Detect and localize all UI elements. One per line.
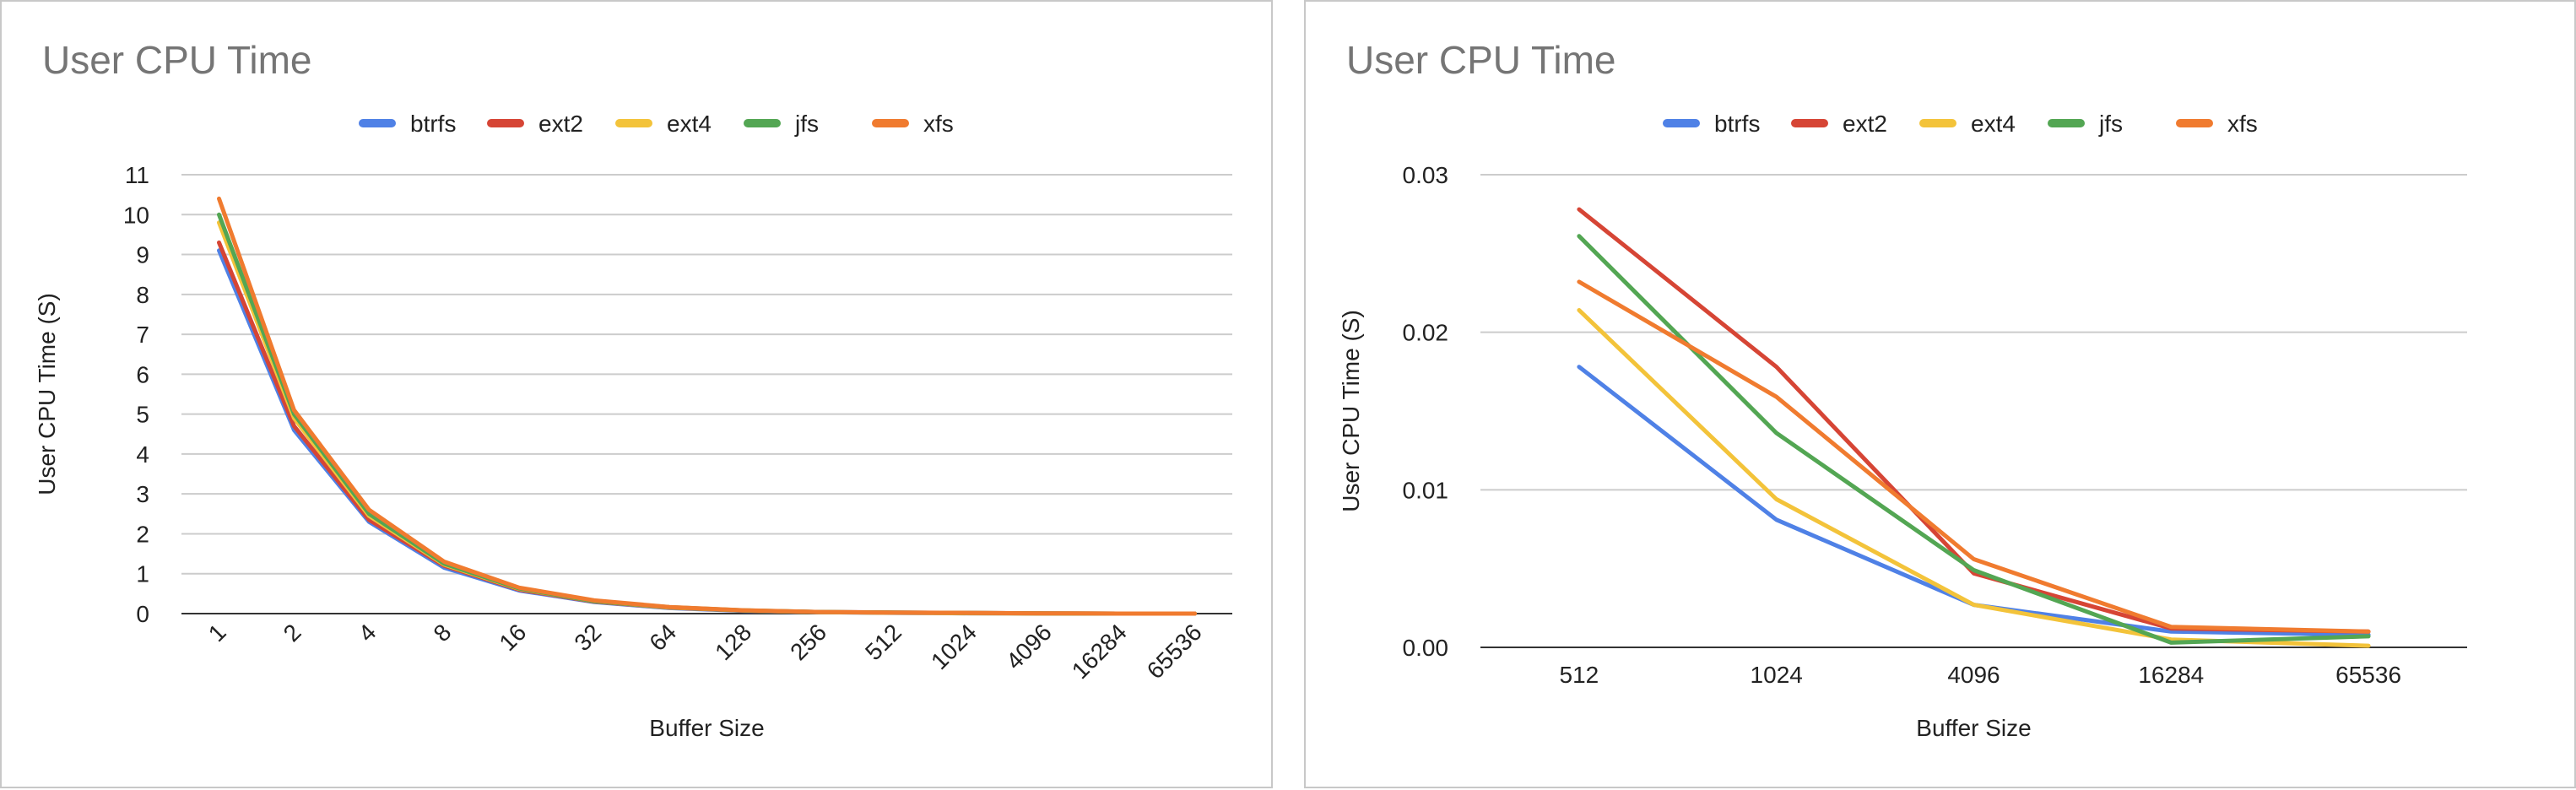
series-line-ext2: [217, 240, 1197, 616]
x-tick-label: 65536: [1142, 619, 1207, 684]
line-chart-svg: User CPU Time btrfs ext2 ext4 jfs xfs 0 1 2 3 4 5 6 7…: [34, 38, 1232, 741]
legend-label-btrfs: btrfs: [1714, 111, 1760, 137]
legend-label-btrfs: btrfs: [410, 111, 456, 137]
legend-label-ext4: ext4: [1971, 111, 2016, 137]
legend-label-ext4: ext4: [667, 111, 712, 137]
legend-label-ext2: ext2: [1843, 111, 1887, 137]
y-tick-label: 10: [123, 202, 149, 228]
x-tick-label: 16284: [1067, 619, 1132, 684]
series-line-ext4: [1577, 308, 2371, 648]
y-tick-label: 0: [136, 601, 149, 627]
x-tick-label: 4096: [1947, 662, 2000, 688]
series-lines: [217, 196, 1197, 616]
series-line-xfs: [217, 196, 1197, 616]
x-axis-title: Buffer Size: [649, 715, 764, 741]
line-chart-svg: User CPU Time btrfs ext2 ext4 jfs xfs 0.00 0.01…: [1338, 38, 2467, 741]
chart-panel-large-buffer-sizes: User CPU Time btrfs ext2 ext4 jfs xfs 0.00 0.01…: [1304, 0, 2576, 788]
x-tick-label: 8: [429, 619, 457, 647]
legend-label-jfs: jfs: [794, 111, 819, 137]
x-tick-label: 16284: [2138, 662, 2204, 688]
legend-label-xfs: xfs: [2227, 111, 2258, 137]
chart-title: User CPU Time: [42, 38, 311, 82]
y-tick-label: 6: [136, 361, 149, 387]
x-tick-label: 2: [279, 619, 306, 647]
legend-label-xfs: xfs: [923, 111, 954, 137]
y-tick-label: 5: [136, 402, 149, 428]
x-tick-label: 16: [494, 619, 531, 656]
x-tick-label: 64: [644, 619, 681, 656]
series-line-ext4: [217, 220, 1197, 616]
y-tick-label: 0.00: [1403, 635, 1449, 661]
y-tick-label: 0.01: [1403, 477, 1449, 503]
chart-legend: btrfs ext2 ext4 jfs xfs: [359, 111, 954, 137]
chart-legend: btrfs ext2 ext4 jfs xfs: [1663, 111, 2258, 137]
y-tick-label: 3: [136, 481, 149, 507]
y-tick-label: 2: [136, 521, 149, 547]
y-tick-label: 7: [136, 322, 149, 348]
x-tick-label: 1024: [1751, 662, 1803, 688]
x-tick-label: 1: [203, 619, 231, 647]
y-axis-title: User CPU Time (S): [1338, 310, 1364, 512]
y-tick-label: 1: [136, 561, 149, 587]
y-tick-label: 8: [136, 282, 149, 308]
series-line-xfs: [1577, 279, 2371, 634]
x-tick-label: 1024: [926, 619, 982, 674]
x-tick-label: 128: [710, 619, 756, 665]
y-tick-label: 9: [136, 242, 149, 268]
y-tick-label: 0.03: [1403, 162, 1449, 188]
series-line-btrfs: [217, 248, 1197, 616]
x-tick-label: 512: [860, 619, 906, 665]
x-tick-label: 512: [1560, 662, 1599, 688]
legend-label-jfs: jfs: [2098, 111, 2123, 137]
y-tick-label: 4: [136, 441, 149, 468]
y-tick-label: 0.02: [1403, 320, 1449, 346]
chart-panel-all-buffer-sizes: User CPU Time btrfs ext2 ext4 jfs xfs 0 1 2 3 4 5 6 7…: [0, 0, 1273, 788]
x-tick-label: 256: [785, 619, 831, 665]
y-axis-title: User CPU Time (S): [34, 293, 60, 495]
legend-label-ext2: ext2: [538, 111, 583, 137]
x-tick-label: 4: [354, 619, 382, 647]
series-line-jfs: [1577, 234, 2371, 645]
chart-title: User CPU Time: [1346, 38, 1615, 82]
series-line-btrfs: [1577, 365, 2371, 637]
x-tick-label: 65536: [2335, 662, 2401, 688]
x-tick-label: 32: [569, 619, 606, 656]
x-tick-label: 4096: [1001, 619, 1057, 674]
y-tick-label: 11: [125, 162, 149, 188]
x-axis-title: Buffer Size: [1916, 715, 2031, 741]
series-lines: [1577, 207, 2371, 648]
